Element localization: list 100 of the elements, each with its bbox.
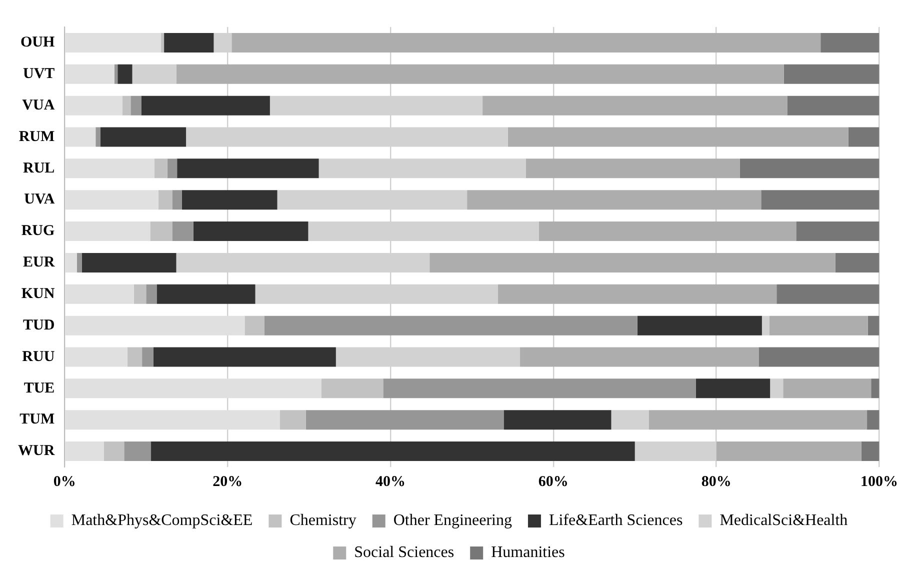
bar (508, 127, 848, 147)
bar (611, 410, 649, 430)
bar (762, 316, 770, 336)
y-tick-label: VUA (22, 97, 55, 114)
bar (100, 127, 186, 147)
bar (648, 410, 868, 430)
legend-label: Other Engineering (393, 512, 512, 530)
bar (96, 127, 101, 147)
bar (796, 222, 880, 242)
x-tick-label: 20% (212, 474, 243, 490)
bar (65, 222, 150, 242)
bar (130, 96, 142, 116)
bar (141, 96, 270, 116)
bar (65, 378, 322, 398)
bar (172, 190, 182, 210)
bar (770, 378, 784, 398)
bar (65, 347, 128, 367)
y-tick-label: UVT (22, 66, 55, 82)
bar (65, 252, 77, 272)
bar (146, 284, 157, 304)
bar (306, 410, 504, 430)
legend-label: Math&Phys&CompSci&EE (71, 512, 253, 530)
y-tick-label: RUU (22, 348, 55, 365)
bar (76, 252, 82, 272)
bar (264, 316, 638, 336)
bar (114, 64, 118, 84)
bar (784, 64, 880, 84)
bar (637, 316, 762, 336)
bar (164, 32, 214, 52)
y-tick-label: RUM (18, 128, 55, 145)
bar (740, 158, 880, 178)
bar (232, 32, 821, 52)
bar (848, 127, 880, 147)
x-tick-label: 80% (701, 474, 732, 490)
bar (158, 190, 172, 210)
bar (769, 316, 868, 336)
bar (65, 284, 134, 304)
y-tick-label: RUG (21, 223, 55, 240)
bar (65, 410, 280, 430)
bar (150, 222, 172, 242)
bar (177, 158, 319, 178)
bar (321, 378, 384, 398)
bar (118, 64, 132, 84)
bar (134, 284, 146, 304)
bar (127, 347, 142, 367)
bar (820, 32, 880, 52)
y-tick-label: KUN (21, 286, 55, 302)
bar (82, 252, 176, 272)
bar (526, 158, 740, 178)
y-tick-label: WUR (18, 443, 55, 460)
bar (65, 158, 154, 178)
bar (538, 222, 796, 242)
bar (467, 190, 762, 210)
bar (65, 190, 158, 210)
bar (156, 284, 256, 304)
x-tick-label: 100% (860, 474, 898, 490)
bar (182, 190, 278, 210)
bar (172, 222, 194, 242)
bar (867, 410, 880, 430)
bar (758, 347, 880, 367)
bar (716, 442, 862, 462)
bar (498, 284, 777, 304)
bar (504, 410, 612, 430)
y-tick-label: RUL (22, 160, 55, 176)
bar (430, 252, 836, 272)
bar (151, 442, 635, 462)
bar (104, 442, 124, 462)
y-tick-label: TUD (22, 317, 55, 334)
bar (787, 96, 880, 116)
bar (132, 64, 176, 84)
bar (244, 316, 264, 336)
bar (65, 64, 114, 84)
x-tick-label: 40% (376, 474, 406, 490)
bar (861, 442, 880, 462)
bar (482, 96, 788, 116)
bar (176, 64, 784, 84)
bar (65, 96, 122, 116)
bar (383, 378, 696, 398)
bar (835, 252, 880, 272)
bar (280, 410, 306, 430)
bar (124, 442, 152, 462)
bar (761, 190, 880, 210)
bar (65, 442, 104, 462)
bar (65, 316, 245, 336)
legend-label: Humanities (491, 544, 565, 562)
bar (868, 316, 880, 336)
legend-label: Chemistry (290, 512, 356, 530)
bar (167, 158, 178, 178)
bar (142, 347, 154, 367)
bar (153, 347, 336, 367)
bar (696, 378, 770, 398)
bar (122, 96, 131, 116)
legend-label: Social Sciences (354, 544, 454, 562)
bar (776, 284, 880, 304)
bar (65, 32, 161, 52)
legend-label: Life&Earth Sciences (548, 512, 683, 530)
bar (154, 158, 168, 178)
y-tick-label: TUM (20, 412, 55, 428)
y-tick-label: UVA (24, 192, 55, 208)
y-tick-label: TUE (24, 380, 55, 396)
